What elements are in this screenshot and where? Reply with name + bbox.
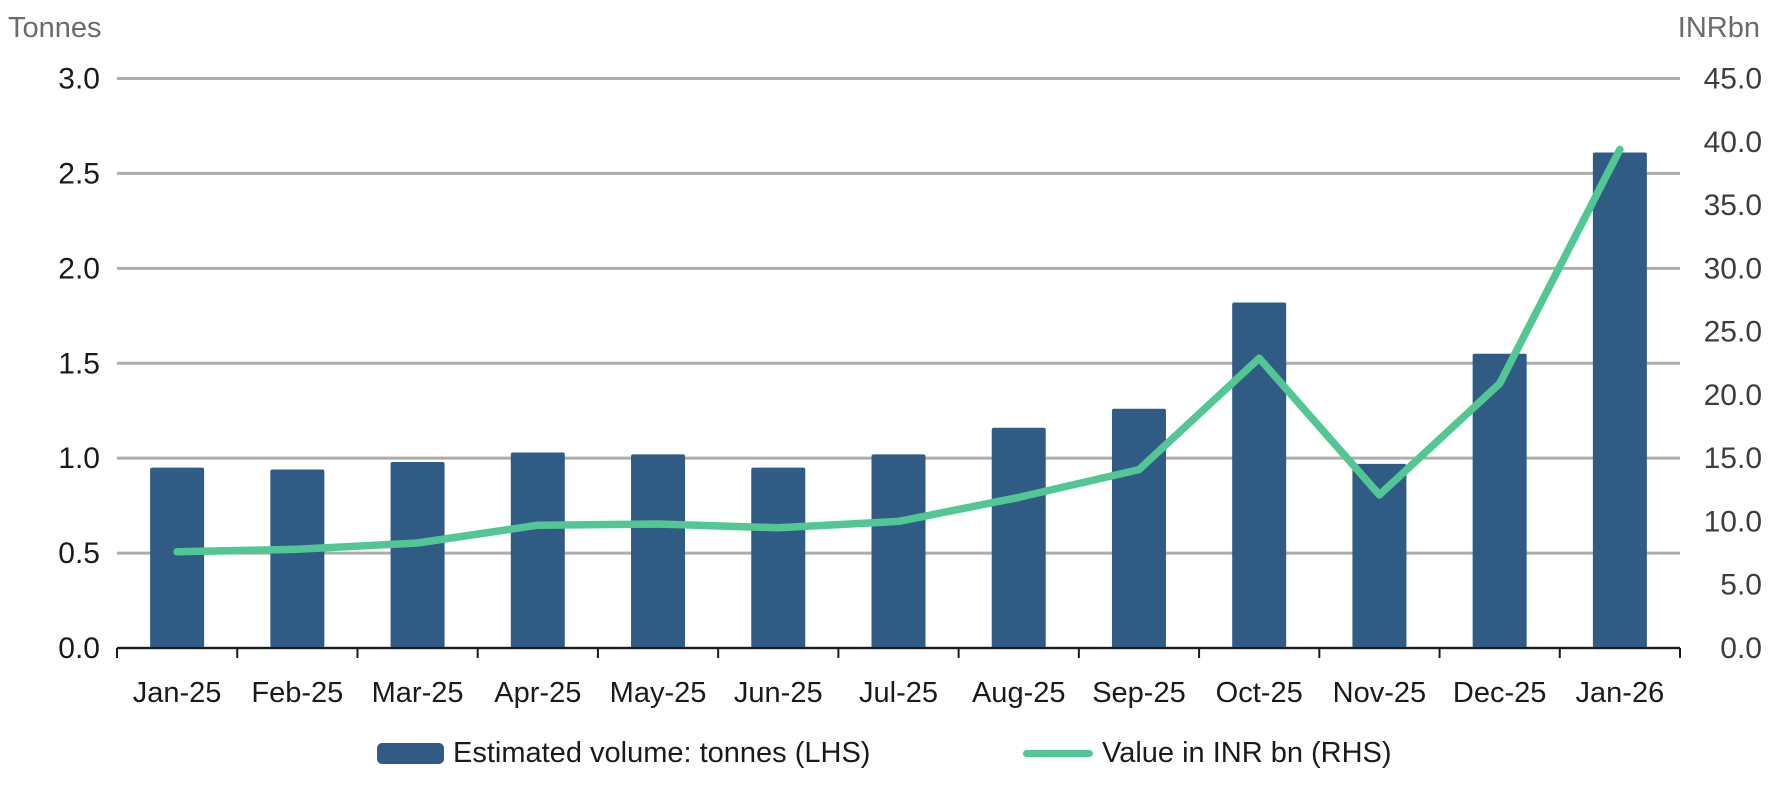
left-axis-title: Tonnes: [8, 12, 102, 44]
x-tick-label-Jun-25: Jun-25: [734, 677, 823, 709]
right-tick-label-30.0: 30.0: [1704, 252, 1762, 285]
bar-Nov-25: [1352, 463, 1407, 648]
bar-Sep-25: [1111, 408, 1166, 648]
left-tick-label-1.0: 1.0: [58, 442, 100, 475]
left-tick-label-0.0: 0.0: [58, 632, 100, 665]
x-tick-label-Aug-25: Aug-25: [972, 677, 1066, 709]
left-tick-label-1.5: 1.5: [58, 347, 100, 380]
legend-bar-label: Estimated volume: tonnes (LHS): [453, 736, 871, 769]
right-tick-label-5.0: 5.0: [1720, 569, 1762, 602]
right-tick-label-45.0: 45.0: [1704, 63, 1762, 96]
x-axis-category-labels: Jan-25 Feb-25 Mar-25 Apr-25 May-25 Jun-25 Jul-…: [133, 677, 1664, 709]
bar-Jul-25: [871, 454, 926, 648]
left-tick-label-2.5: 2.5: [58, 157, 100, 190]
right-tick-label-20.0: 20.0: [1704, 379, 1762, 412]
x-tick-label-Apr-25: Apr-25: [494, 677, 581, 709]
x-tick-label-Feb-25: Feb-25: [251, 677, 343, 709]
legend-item-line-series: Value in INR bn (RHS): [1023, 736, 1392, 770]
x-tick-label-Dec-25: Dec-25: [1453, 677, 1547, 709]
x-tick-label-Jul-25: Jul-25: [859, 677, 938, 709]
bar-Dec-25: [1472, 353, 1527, 648]
bar-Apr-25: [510, 452, 565, 648]
bar-May-25: [631, 454, 686, 648]
x-tick-label-Jan-25: Jan-25: [133, 677, 222, 709]
x-tick-label-May-25: May-25: [610, 677, 707, 709]
left-tick-label-3.0: 3.0: [58, 63, 100, 96]
bar-Oct-25: [1232, 302, 1287, 648]
legend-item-bar-series: Estimated volume: tonnes (LHS): [377, 736, 870, 770]
line-series-swatch-icon: [1023, 749, 1093, 757]
line-series: [173, 145, 1624, 556]
right-tick-label-25.0: 25.0: [1704, 316, 1762, 349]
x-axis: [116, 647, 1681, 658]
x-tick-label-Sep-25: Sep-25: [1092, 677, 1186, 709]
right-axis-tick-labels: 0.0 5.0 10.0 15.0 20.0 25.0 30.0 35.0 40.0 45.0: [1704, 63, 1762, 666]
left-axis-tick-labels: 0.0 0.5 1.0 1.5 2.0 2.5 3.0: [58, 63, 100, 666]
left-tick-label-0.5: 0.5: [58, 537, 100, 570]
bar-Mar-25: [390, 461, 445, 648]
right-tick-label-35.0: 35.0: [1704, 189, 1762, 222]
x-tick-label-Mar-25: Mar-25: [372, 677, 464, 709]
x-tick-label-Jan-26: Jan-26: [1576, 677, 1665, 709]
x-tick-label-Nov-25: Nov-25: [1333, 677, 1427, 709]
right-tick-label-15.0: 15.0: [1704, 442, 1762, 475]
bar-Feb-25: [270, 469, 325, 648]
bar-Jan-26: [1592, 152, 1647, 648]
bar-series: [150, 152, 1647, 648]
bar-series-swatch-icon: [377, 742, 444, 764]
chart-legend: Estimated volume: tonnes (LHS) Value in …: [0, 736, 1768, 770]
bar-Jan-25: [150, 467, 205, 648]
legend-line-label: Value in INR bn (RHS): [1102, 736, 1392, 769]
right-tick-label-10.0: 10.0: [1704, 505, 1762, 538]
bar-Jun-25: [751, 467, 806, 648]
x-tick-label-Oct-25: Oct-25: [1216, 677, 1303, 709]
left-tick-label-2.0: 2.0: [58, 252, 100, 285]
bar-Aug-25: [991, 427, 1046, 648]
right-axis-title: INRbn: [1677, 12, 1760, 44]
right-tick-label-0.0: 0.0: [1720, 632, 1762, 665]
right-tick-label-40.0: 40.0: [1704, 126, 1762, 159]
